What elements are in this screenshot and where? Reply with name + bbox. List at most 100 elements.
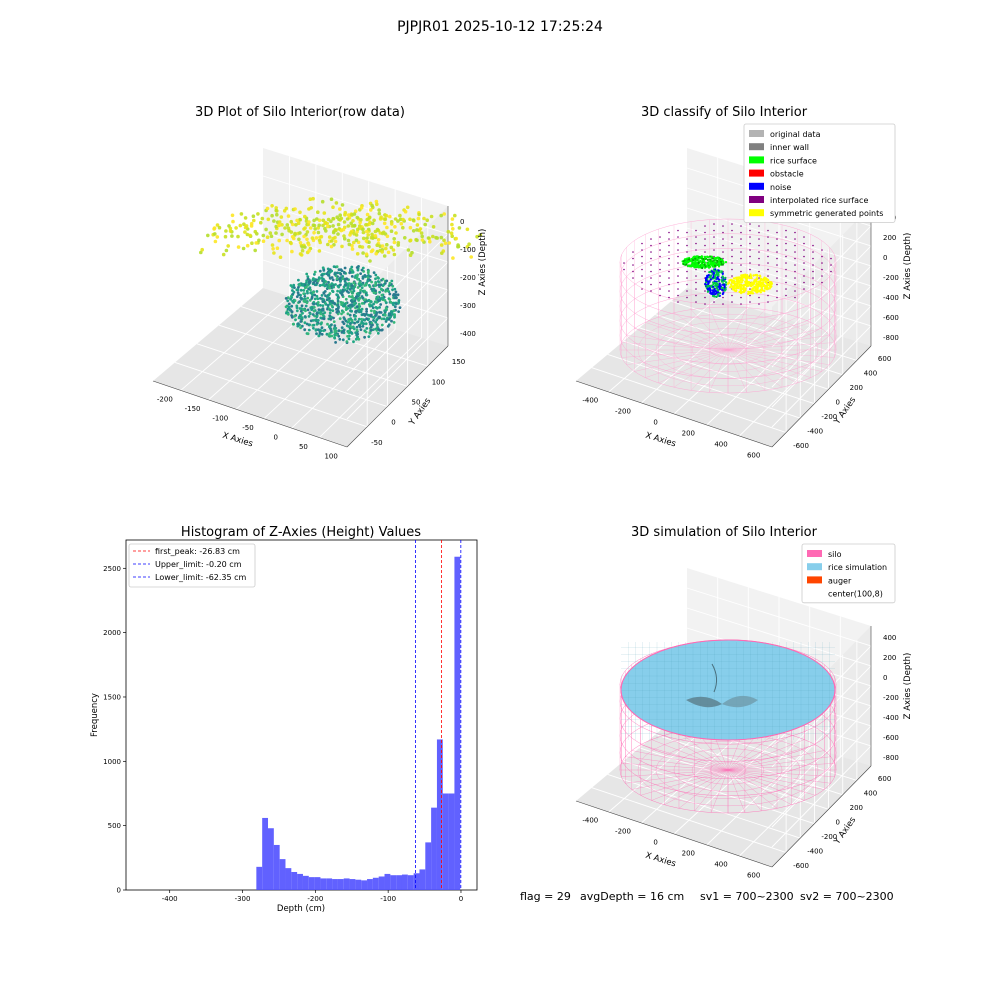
panel2-rice-point — [705, 264, 709, 267]
panel1-point — [290, 249, 294, 254]
panel1-point — [303, 328, 307, 332]
panel1-point — [318, 240, 323, 245]
panel1-point — [342, 322, 346, 325]
panel1-point — [331, 289, 334, 293]
panel2-interpolated-point — [758, 251, 760, 253]
panel4-grid-y — [591, 787, 787, 853]
panel1-point — [365, 307, 368, 311]
panel2-interpolated-point — [830, 257, 832, 260]
panel1-point — [376, 325, 379, 329]
histogram-xlabel: Depth (cm) — [277, 904, 325, 914]
panel1-point — [320, 294, 324, 297]
panel1-point — [361, 289, 365, 293]
panel1-point — [356, 320, 360, 324]
panel2-symmetric-point — [751, 283, 754, 286]
panel2-symmetric-point — [758, 274, 761, 277]
panel1-point — [330, 269, 334, 273]
panel1-point — [291, 292, 295, 296]
panel4-ridge — [711, 663, 718, 693]
panel1-point — [392, 252, 397, 257]
panel1-point — [319, 316, 323, 320]
panel1-point — [316, 328, 320, 332]
panel1-point — [275, 246, 280, 250]
panel2-interpolated-point — [704, 296, 706, 299]
panel2-interpolated-point — [758, 296, 760, 299]
histogram-y-tick-label: 2000 — [103, 629, 121, 637]
histogram-y-tick-label: 2500 — [103, 565, 121, 573]
panel1-point — [317, 218, 322, 223]
panel1-point — [299, 288, 303, 292]
panel1-point — [381, 230, 386, 235]
panel1-point — [326, 322, 329, 326]
panel2-interpolated-point — [659, 288, 661, 290]
panel1-point — [279, 215, 284, 219]
panel4-legend-label: center(100,8) — [828, 590, 883, 599]
panel1-point — [296, 322, 300, 326]
panel2-noise-point — [721, 286, 724, 289]
panel2-symmetric-point — [752, 274, 755, 277]
panel2-noise-point — [709, 278, 713, 281]
panel1-point — [392, 303, 395, 307]
panel1-point — [322, 269, 326, 272]
panel2-rice-point — [695, 263, 698, 266]
panel2-symmetric-point — [764, 286, 767, 290]
panel2-interpolated-point — [767, 236, 769, 238]
panel1-point — [303, 315, 307, 318]
panel1-point — [385, 225, 389, 230]
panel1-point — [303, 295, 307, 298]
panel1-point — [423, 222, 428, 227]
histogram-y-tick-label: 1500 — [103, 693, 121, 701]
histogram-bar — [343, 878, 350, 890]
panel1-grid-y — [174, 361, 368, 428]
panel2-interpolated-point — [794, 283, 796, 286]
panel2-symmetric-point — [760, 278, 764, 281]
panel2-rice-point — [686, 257, 689, 260]
panel1-point — [257, 238, 261, 243]
panel4-silo-floor-ring — [709, 762, 747, 778]
panel1-point — [298, 210, 302, 215]
panel1-point — [372, 271, 376, 274]
panel2-legend-swatch — [749, 143, 764, 151]
panel1-point — [321, 304, 325, 307]
panel1-point — [248, 233, 252, 238]
panel1-point — [396, 241, 401, 245]
panel1-point — [396, 293, 400, 297]
panel2-symmetric-point — [761, 289, 764, 292]
histogram-x-tick-label: -200 — [307, 895, 323, 903]
panel1-point — [385, 242, 389, 247]
panel1-point — [329, 299, 333, 303]
panel1-point — [362, 298, 366, 302]
panel2-rice-point — [724, 261, 728, 264]
panel2-grid-y — [639, 327, 829, 390]
panel1-point — [295, 218, 299, 223]
histogram-x-tick-label: -100 — [380, 895, 396, 903]
panel1-point — [325, 272, 329, 276]
panel2-interpolated-point — [812, 244, 814, 247]
panel2-interpolated-point — [677, 229, 679, 232]
panel2-silo-floor-ring — [691, 335, 765, 365]
panel2-symmetric-point — [732, 285, 736, 288]
panel4-xlabel: X Axies — [644, 851, 677, 870]
panel1-point — [274, 206, 279, 210]
panel2-rice-point — [703, 263, 706, 266]
panel2-legend-label: original data — [770, 130, 821, 139]
panel1-point — [316, 210, 320, 214]
panel2-interpolated-point — [785, 275, 787, 277]
panel2-xlabel: X Axies — [644, 431, 677, 450]
panel2-noise-point — [723, 286, 726, 289]
panel1-point — [300, 297, 303, 301]
panel1-point — [365, 217, 370, 222]
panel2-interpolated-point — [704, 244, 706, 247]
panel2-interpolated-point — [668, 264, 670, 266]
panel2-interpolated-point — [794, 238, 796, 240]
panel2-x-tick-label: -400 — [582, 397, 598, 405]
histogram-bar — [361, 880, 368, 890]
panel1-point — [346, 334, 349, 338]
panel2-interpolated-point — [731, 223, 733, 225]
panel1-point — [368, 220, 372, 225]
panel2-legend-swatch — [749, 182, 764, 190]
panel1-point — [319, 303, 322, 307]
panel1-point — [391, 288, 394, 292]
panel2-noise-point — [715, 295, 718, 298]
panel2-interpolated-point — [731, 301, 733, 303]
